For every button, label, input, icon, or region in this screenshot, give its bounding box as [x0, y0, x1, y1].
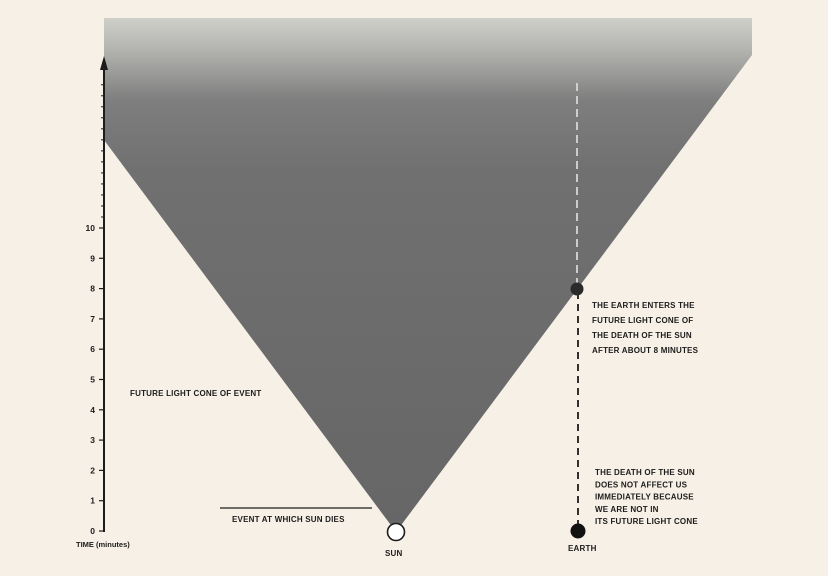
annotation-line: AFTER ABOUT 8 MINUTES — [592, 346, 699, 355]
not-affected-annotation: THE DEATH OF THE SUN DOES NOT AFFECT US IM… — [595, 468, 698, 526]
time-axis-label: TIME (minutes) — [76, 540, 130, 549]
time-axis-tick-label: 8 — [90, 284, 95, 294]
time-axis-tick-label: 9 — [90, 253, 95, 263]
time-axis-tick-label: 1 — [90, 496, 95, 506]
annotation-line: THE DEATH OF THE SUN — [592, 331, 692, 340]
time-axis-arrow-icon — [100, 56, 108, 70]
time-axis-tick-label: 6 — [90, 344, 95, 354]
earth-marker — [570, 523, 586, 539]
annotation-line: THE EARTH ENTERS THE — [592, 301, 695, 310]
earth-label: EARTH — [568, 544, 597, 553]
annotation-line: IMMEDIATELY BECAUSE — [595, 493, 694, 502]
annotation-line: WE ARE NOT IN — [595, 505, 659, 514]
earth-enters-cone-marker — [570, 282, 584, 296]
event-label: EVENT AT WHICH SUN DIES — [232, 515, 345, 524]
annotation-line: ITS FUTURE LIGHT CONE — [595, 517, 698, 526]
time-axis-tick-label: 10 — [86, 223, 96, 233]
time-axis-tick-label: 4 — [90, 405, 95, 415]
cone-label: FUTURE LIGHT CONE OF EVENT — [130, 389, 261, 398]
annotation-line: FUTURE LIGHT CONE OF — [592, 316, 693, 325]
time-axis-tick-label: 5 — [90, 375, 95, 385]
earth-enters-annotation: THE EARTH ENTERS THE FUTURE LIGHT CONE OF… — [592, 301, 699, 355]
time-axis-tick-label: 2 — [90, 465, 95, 475]
time-axis-tick-label: 3 — [90, 435, 95, 445]
sun-marker — [386, 522, 406, 542]
time-axis-tick-label: 0 — [90, 526, 95, 536]
sun-label: SUN — [385, 549, 403, 558]
future-light-cone — [104, 18, 752, 532]
time-axis: 0 1 2 3 4 5 6 7 8 9 10 TIME (minutes) — [76, 56, 130, 549]
annotation-line: THE DEATH OF THE SUN — [595, 468, 695, 477]
time-axis-tick-label: 7 — [90, 314, 95, 324]
annotation-line: DOES NOT AFFECT US — [595, 480, 688, 489]
